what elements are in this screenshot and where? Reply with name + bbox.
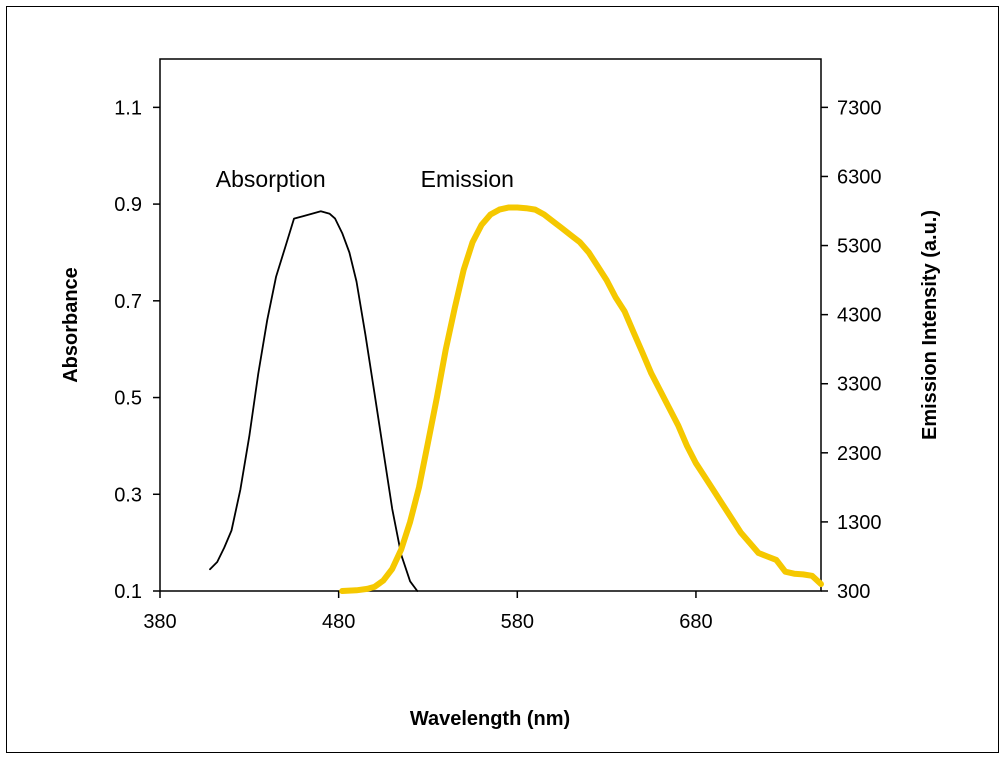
- y-right-tick-label: 300: [837, 581, 870, 603]
- y-left-tick-label: 0.5: [114, 388, 142, 410]
- y-left-axis-ticks: 0.1 0.3 0.5 0.7 0.9 1.1: [114, 97, 160, 603]
- plot-area: [159, 58, 822, 592]
- y-left-tick-label: 0.3: [114, 484, 142, 506]
- x-tick-label: 580: [501, 611, 534, 633]
- x-axis-title: Wavelength (nm): [410, 708, 570, 730]
- emission-annotation: Emission: [421, 166, 514, 192]
- y-right-axis-ticks: 300 1300 2300 3300 4300 5300 6300 7300: [821, 97, 882, 603]
- y-left-tick-label: 0.1: [114, 581, 142, 603]
- y-right-tick-label: 2300: [837, 443, 882, 465]
- x-axis-ticks: 380 480 580 680: [143, 591, 713, 633]
- y-right-tick-label: 7300: [837, 97, 882, 119]
- y-right-tick-label: 1300: [837, 512, 882, 534]
- chart-frame: 380 480 580 680 0.1 0.3 0.5 0.7 0.9 1.1 300 1300 2…: [6, 6, 999, 753]
- y-left-tick-label: 0.9: [114, 194, 142, 216]
- emission-line: [339, 204, 824, 594]
- series-layer: [209, 204, 824, 594]
- annotation-layer: Absorption Emission: [216, 166, 514, 192]
- y-right-tick-label: 6300: [837, 166, 882, 188]
- chart-svg: 380 480 580 680 0.1 0.3 0.5 0.7 0.9 1.1 300 1300 2…: [60, 58, 941, 730]
- y-right-tick-label: 4300: [837, 305, 882, 327]
- y-left-axis-title: Absorbance: [60, 267, 82, 383]
- y-right-tick-label: 3300: [837, 374, 882, 396]
- absorption-line: [209, 210, 419, 592]
- y-right-tick-label: 5300: [837, 236, 882, 258]
- x-tick-label: 380: [143, 611, 176, 633]
- y-left-tick-label: 0.7: [114, 291, 142, 313]
- x-tick-label: 480: [322, 611, 355, 633]
- absorption-annotation: Absorption: [216, 166, 326, 192]
- y-left-tick-label: 1.1: [114, 97, 142, 119]
- x-tick-label: 680: [679, 611, 712, 633]
- y-right-axis-title: Emission Intensity (a.u.): [919, 210, 941, 440]
